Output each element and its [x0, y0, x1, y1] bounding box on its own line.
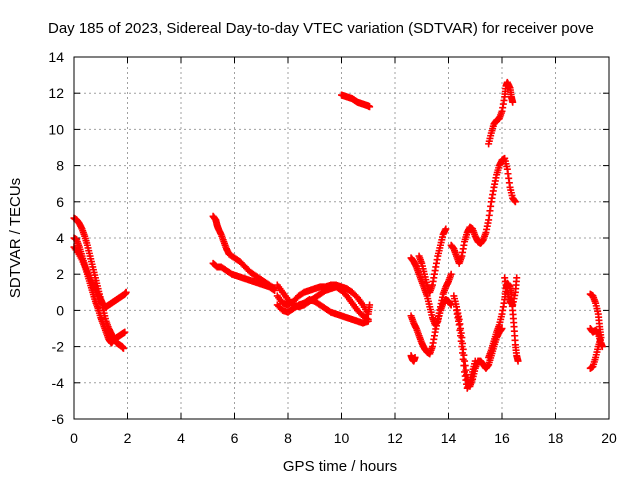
x-tick-label: 4 — [177, 430, 185, 446]
y-tick-label: 2 — [56, 266, 64, 282]
data-point — [119, 344, 127, 352]
series-track-s — [501, 274, 521, 309]
axis-ticks: 0 2 4 6 8 10 12 14 16 18 20 -6 -4 -2 0 2 4 6 8 10 12 14 — [48, 49, 617, 446]
series-track-i — [338, 91, 374, 111]
series-track-k — [407, 270, 455, 358]
data-point — [122, 288, 130, 296]
y-tick-label: 14 — [48, 49, 64, 65]
x-tick-label: 14 — [441, 430, 457, 446]
x-tick-label: 8 — [284, 430, 292, 446]
series-track-l — [407, 352, 419, 365]
data-point — [509, 98, 517, 106]
series-track-q — [485, 78, 517, 148]
series-track-a — [70, 214, 127, 352]
x-axis-title: GPS time / hours — [283, 458, 397, 475]
data-point — [459, 355, 467, 363]
data-point — [442, 225, 450, 233]
data-point — [121, 328, 129, 336]
data-point — [514, 357, 522, 365]
series-track-m — [415, 225, 450, 296]
y-tick-label: 8 — [56, 158, 64, 174]
x-tick-label: 12 — [387, 430, 403, 446]
data-point — [586, 364, 594, 372]
data-point — [471, 357, 479, 365]
series-track-e — [209, 259, 279, 294]
data-point — [271, 286, 279, 294]
data-point — [447, 301, 455, 309]
y-tick-label: 12 — [48, 85, 64, 101]
series-track-h — [273, 296, 372, 327]
series-track-c — [70, 243, 130, 311]
series-track-g — [273, 281, 374, 318]
data-point — [366, 301, 374, 309]
x-tick-label: 10 — [334, 430, 350, 446]
data-point — [513, 274, 521, 282]
data-point — [459, 349, 467, 357]
y-tick-label: -6 — [52, 411, 65, 427]
chart-title: Day 185 of 2023, Sidereal Day-to-day VTE… — [48, 20, 594, 37]
data-point — [411, 353, 419, 361]
data-point — [366, 103, 374, 111]
grid — [74, 57, 609, 419]
y-tick-label: -2 — [52, 339, 65, 355]
data-point — [458, 343, 466, 351]
series-track-p — [447, 154, 519, 267]
data-point — [364, 317, 372, 325]
x-tick-label: 0 — [70, 430, 78, 446]
y-tick-label: 6 — [56, 194, 64, 210]
x-tick-label: 18 — [548, 430, 564, 446]
series-track-t — [586, 290, 605, 372]
data-point — [511, 198, 519, 206]
x-tick-label: 20 — [601, 430, 617, 446]
y-tick-label: 10 — [48, 121, 64, 137]
y-tick-label: 0 — [56, 302, 64, 318]
data-points — [70, 78, 606, 392]
data-point — [598, 343, 606, 351]
plot-frame — [73, 56, 610, 420]
y-axis-title: SDTVAR / TECUs — [7, 178, 24, 298]
x-tick-label: 6 — [231, 430, 239, 446]
x-tick-label: 2 — [124, 430, 132, 446]
x-tick-label: 16 — [494, 430, 510, 446]
data-point — [447, 270, 455, 278]
data-point — [269, 286, 277, 294]
series-track-u — [586, 325, 606, 351]
y-tick-label: 4 — [56, 230, 64, 246]
data-point — [460, 362, 468, 370]
series-track-o — [453, 306, 479, 392]
y-tick-label: -4 — [52, 375, 65, 391]
